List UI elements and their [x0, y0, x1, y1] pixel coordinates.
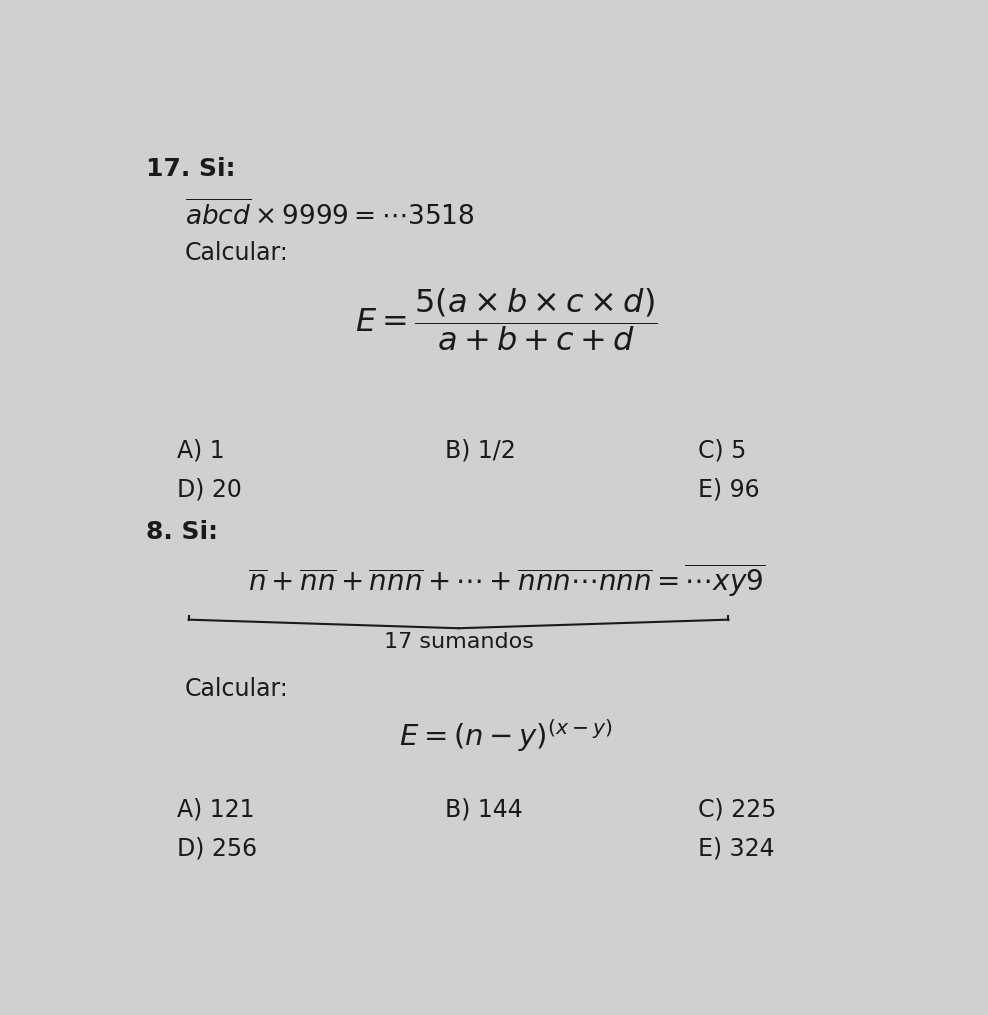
- Text: E) 96: E) 96: [698, 477, 760, 501]
- Text: D) 256: D) 256: [177, 837, 257, 861]
- Text: $\overline{n}+\overline{nn}+\overline{nnn}+\cdots+\overline{nnn{\cdots}nnn} = \o: $\overline{n}+\overline{nn}+\overline{nn…: [248, 561, 765, 599]
- Text: A) 121: A) 121: [177, 798, 255, 822]
- Text: D) 20: D) 20: [177, 477, 242, 501]
- Text: Calcular:: Calcular:: [185, 677, 288, 700]
- Text: $\overline{abcd} \times 9999 = \cdots 3518$: $\overline{abcd} \times 9999 = \cdots 35…: [185, 200, 474, 230]
- Text: $E = \dfrac{5(a \times b \times c \times d)}{a+b+c+d}$: $E = \dfrac{5(a \times b \times c \times…: [355, 286, 658, 353]
- Text: 17 sumandos: 17 sumandos: [383, 632, 534, 653]
- Text: 8. Si:: 8. Si:: [146, 521, 218, 544]
- Text: E) 324: E) 324: [698, 837, 775, 861]
- Text: 17. Si:: 17. Si:: [146, 157, 236, 181]
- Text: $E = (n - y)^{(x-y)}$: $E = (n - y)^{(x-y)}$: [399, 718, 614, 754]
- Text: B) 1/2: B) 1/2: [445, 438, 516, 462]
- Text: C) 5: C) 5: [698, 438, 746, 462]
- Text: Calcular:: Calcular:: [185, 241, 288, 265]
- Text: B) 144: B) 144: [445, 798, 523, 822]
- Text: C) 225: C) 225: [698, 798, 777, 822]
- Text: A) 1: A) 1: [177, 438, 224, 462]
